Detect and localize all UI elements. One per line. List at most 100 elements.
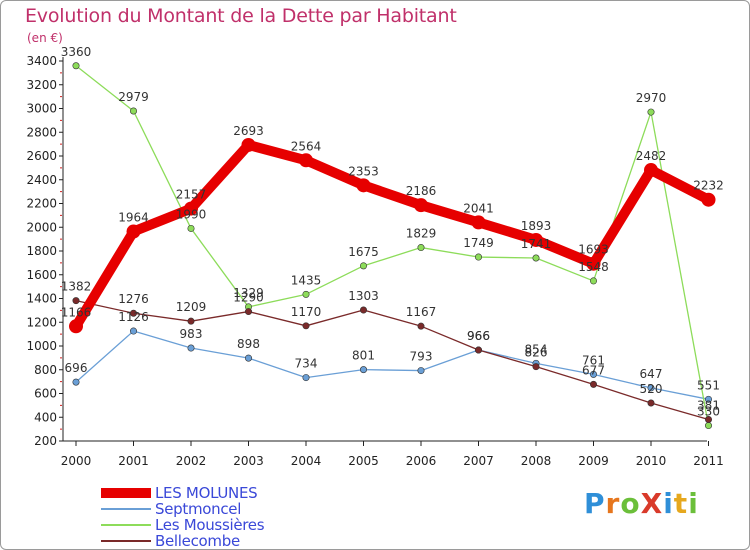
legend: LES MOLUNES Septmoncel Les Moussières Belle…	[101, 484, 361, 550]
data-point	[589, 370, 597, 378]
logo-letter: o	[620, 487, 641, 520]
legend-label: LES MOLUNES	[155, 484, 258, 502]
y-tick-label: 1600	[26, 268, 57, 282]
data-point	[701, 192, 716, 207]
data-point	[302, 322, 310, 330]
y-tick-label: 800	[34, 363, 57, 377]
data-label: 3360	[61, 45, 92, 59]
y-tick-label: 3200	[26, 78, 57, 92]
y-tick-label: 2200	[26, 197, 57, 211]
data-point	[529, 232, 543, 247]
data-point	[704, 416, 712, 424]
data-label: 826	[525, 346, 548, 360]
data-label: 801	[352, 349, 375, 363]
data-label: 734	[295, 357, 318, 371]
data-point	[187, 344, 195, 352]
data-label: 793	[410, 350, 433, 364]
data-point	[647, 108, 655, 116]
x-tick-label: 2008	[521, 454, 552, 468]
data-label: 1675	[348, 245, 379, 259]
data-point	[359, 366, 367, 374]
data-label: 330	[697, 405, 720, 419]
data-point	[417, 322, 425, 330]
data-label: 966	[467, 329, 490, 343]
data-point	[69, 319, 83, 334]
data-point	[586, 256, 601, 271]
data-point	[417, 244, 425, 252]
data-point	[72, 297, 80, 305]
y-tick-label: 2400	[26, 173, 57, 187]
data-label: 381	[697, 399, 720, 413]
data-point	[126, 224, 141, 239]
x-tick-label: 2009	[578, 454, 609, 468]
y-tick-label: 3400	[26, 54, 57, 68]
x-tick-label: 2001	[118, 454, 149, 468]
proxiti-logo: ProXiti	[584, 487, 699, 520]
logo-letter: X	[640, 487, 664, 520]
data-point	[356, 178, 371, 193]
data-label: 647	[640, 367, 663, 381]
legend-label: Bellecombe	[155, 532, 240, 550]
x-tick-label: 2003	[233, 454, 264, 468]
data-point	[532, 363, 540, 371]
data-label: 2186	[406, 184, 437, 198]
data-label: 1166	[61, 305, 92, 319]
legend-item: Les Moussières	[101, 516, 361, 534]
data-point	[414, 198, 428, 213]
legend-item: Septmoncel	[101, 500, 361, 518]
x-tick-label: 2000	[61, 454, 92, 468]
data-point	[184, 201, 198, 216]
data-label: 2482	[636, 149, 667, 163]
data-label: 1435	[291, 273, 322, 287]
data-label: 2693	[233, 124, 264, 138]
data-label: 1276	[118, 292, 149, 306]
data-label: 1382	[61, 280, 92, 294]
logo-letter: t	[673, 487, 689, 520]
data-label: 854	[525, 342, 548, 356]
data-point	[187, 317, 195, 325]
data-point	[241, 137, 256, 152]
data-point	[704, 395, 712, 403]
y-tick-label: 400	[34, 410, 57, 424]
data-label: 983	[180, 327, 203, 341]
data-label: 1209	[176, 300, 207, 314]
data-label: 1290	[233, 291, 264, 305]
data-label: 1126	[118, 310, 149, 324]
series-line-3	[75, 299, 710, 421]
data-label: 2353	[348, 164, 379, 178]
legend-swatch	[101, 488, 151, 498]
logo-letter: r	[605, 487, 621, 520]
data-point	[417, 367, 425, 375]
data-point	[245, 354, 253, 362]
data-label: 2232	[693, 179, 724, 193]
y-tick-label: 1200	[26, 315, 57, 329]
data-point	[704, 422, 712, 430]
y-tick-label: 1000	[26, 339, 57, 353]
data-point	[302, 290, 310, 298]
x-tick-label: 2007	[463, 454, 494, 468]
y-tick-label: 1400	[26, 292, 57, 306]
legend-label: Septmoncel	[155, 500, 242, 518]
data-label: 677	[582, 363, 605, 377]
data-label: 2564	[291, 139, 322, 153]
series-line-2	[75, 65, 710, 427]
data-label: 696	[65, 361, 88, 375]
legend-item: Bellecombe	[101, 532, 361, 550]
data-point	[647, 399, 655, 407]
logo-letter: P	[584, 487, 606, 520]
data-label: 2157	[176, 188, 207, 202]
series-line-0	[71, 139, 714, 332]
data-label: 761	[582, 353, 605, 367]
legend-swatch	[101, 524, 151, 526]
data-label: 898	[237, 337, 260, 351]
data-label: 551	[697, 378, 720, 392]
legend-item: LES MOLUNES	[101, 484, 361, 502]
legend-swatch	[101, 540, 151, 542]
data-label: 1893	[521, 219, 552, 233]
data-label: 1964	[118, 211, 149, 225]
data-label: 1167	[406, 305, 437, 319]
y-tick-label: 3000	[26, 102, 57, 116]
x-tick-label: 2004	[291, 454, 322, 468]
data-label: 1741	[521, 237, 552, 251]
